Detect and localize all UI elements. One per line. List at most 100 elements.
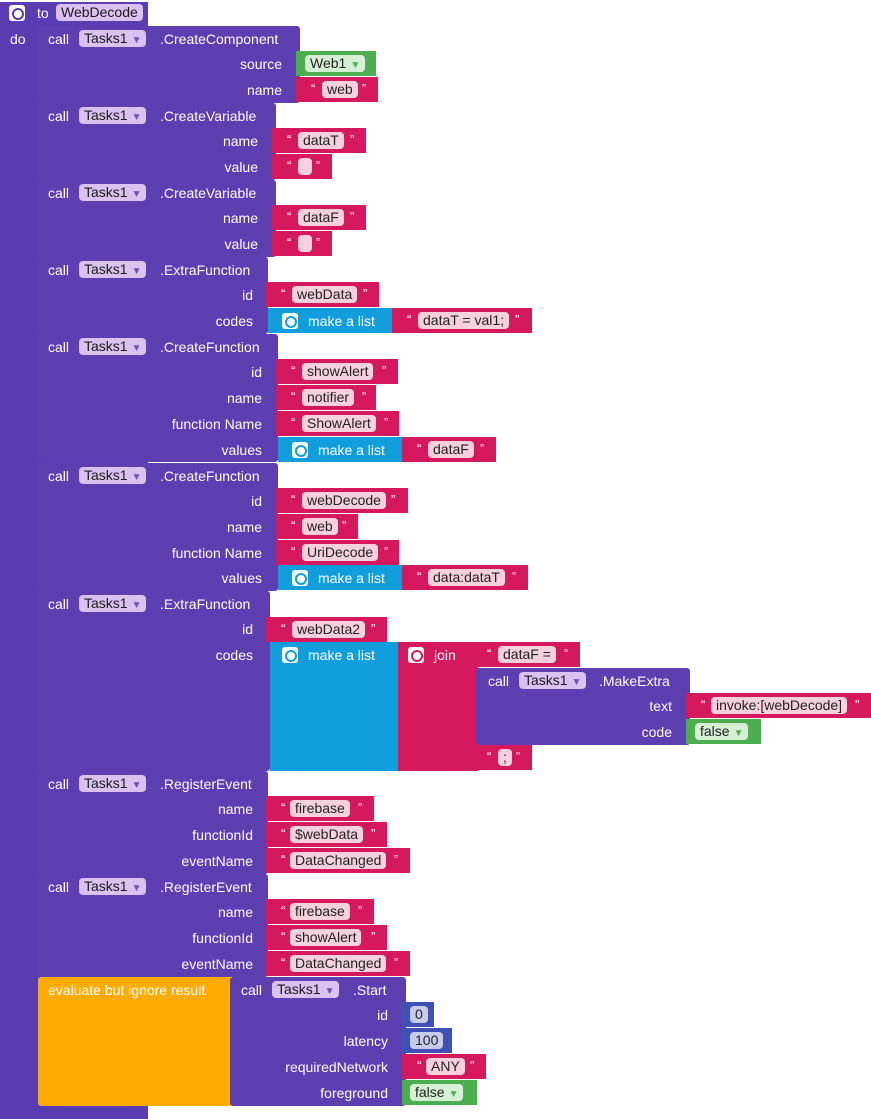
open-quote: “: [287, 209, 292, 224]
join-gear-icon[interactable]: [408, 647, 424, 663]
string-value[interactable]: showAlert: [290, 929, 362, 946]
string-value[interactable]: ANY: [426, 1058, 465, 1075]
call-create-function-block[interactable]: [38, 334, 278, 462]
code-label: code: [641, 724, 672, 740]
string-value[interactable]: dataF =: [498, 646, 556, 663]
open-quote: “: [417, 441, 422, 456]
string-value-empty[interactable]: [298, 235, 312, 252]
close-quote: ”: [316, 158, 321, 173]
call-label: call: [48, 879, 70, 895]
string-value[interactable]: DataChanged: [290, 955, 387, 972]
string-value[interactable]: firebase: [290, 800, 350, 817]
number-value[interactable]: 100: [410, 1032, 444, 1049]
boolean-dropdown[interactable]: false ▼: [695, 723, 749, 740]
string-value[interactable]: dataF: [298, 209, 344, 226]
string-value[interactable]: dataT = val1;: [418, 312, 510, 329]
component-dropdown[interactable]: Tasks1 ▼: [272, 981, 340, 998]
string-value[interactable]: $webData: [290, 826, 364, 843]
close-quote: ”: [480, 441, 485, 456]
call-create-variable-block[interactable]: [38, 180, 276, 257]
component-dropdown[interactable]: Tasks1 ▼: [79, 595, 147, 612]
string-value[interactable]: web: [302, 518, 338, 535]
join-block[interactable]: [398, 642, 478, 771]
call-create-variable-block[interactable]: [38, 103, 276, 180]
close-quote: ”: [342, 518, 347, 533]
dropdown-arrow-icon: ▼: [131, 343, 142, 354]
call-extra-function-block[interactable]: [38, 257, 268, 334]
name-label: name: [217, 904, 253, 920]
open-quote: “: [281, 955, 286, 970]
string-value[interactable]: UriDecode: [302, 544, 379, 561]
id-label: id: [251, 364, 262, 380]
string-value[interactable]: dataF: [428, 441, 474, 458]
boolean-dropdown[interactable]: false ▼: [410, 1084, 464, 1101]
method-label: .CreateVariable: [160, 108, 257, 124]
close-quote: ”: [394, 852, 399, 867]
call-create-function-block[interactable]: [38, 463, 278, 591]
close-quote: ”: [516, 749, 521, 764]
call-label: call: [48, 185, 70, 201]
evaluate-label: evaluate but ignore result: [48, 982, 206, 998]
component-dropdown[interactable]: Tasks1 ▼: [79, 878, 147, 895]
call-register-event-block[interactable]: [38, 771, 268, 874]
close-quote: ”: [316, 235, 321, 250]
string-value[interactable]: notifier: [302, 389, 355, 406]
string-value[interactable]: DataChanged: [290, 852, 387, 869]
call-extra-function-block[interactable]: [38, 591, 270, 771]
component-dropdown[interactable]: Tasks1 ▼: [79, 775, 147, 792]
open-quote: “: [287, 158, 292, 173]
source-label: source: [239, 56, 282, 72]
string-value[interactable]: data:dataT: [428, 569, 505, 586]
string-value[interactable]: ;: [498, 749, 512, 766]
close-quote: ”: [350, 132, 355, 147]
open-quote: “: [281, 826, 286, 841]
string-value[interactable]: dataT: [298, 132, 344, 149]
component-dropdown[interactable]: Tasks1 ▼: [79, 338, 147, 355]
component-dropdown[interactable]: Tasks1 ▼: [79, 30, 147, 47]
string-value[interactable]: webData2: [292, 621, 366, 638]
string-value[interactable]: invoke:[webDecode]: [711, 697, 848, 714]
open-quote: “: [291, 518, 296, 533]
component-dropdown[interactable]: Tasks1 ▼: [79, 467, 147, 484]
value-label: value: [224, 236, 258, 252]
call-label: call: [48, 339, 70, 355]
component-value-dropdown[interactable]: Web1 ▼: [305, 55, 366, 72]
close-quote: ”: [358, 800, 363, 815]
open-quote: “: [311, 81, 316, 96]
list-gear-icon[interactable]: [282, 313, 298, 329]
required-network-label: requiredNetwork: [285, 1059, 388, 1075]
list-gear-icon[interactable]: [292, 570, 308, 586]
list-gear-icon[interactable]: [292, 442, 308, 458]
make-a-list-block[interactable]: [270, 642, 398, 771]
dropdown-arrow-icon: ▼: [131, 189, 142, 200]
component-name: Tasks1: [84, 775, 128, 791]
component-dropdown[interactable]: Tasks1 ▼: [79, 261, 147, 278]
call-start-block[interactable]: [230, 977, 406, 1106]
string-value[interactable]: web: [322, 81, 358, 98]
make-a-list-label: make a list: [318, 442, 385, 458]
evaluate-ignore-block[interactable]: [38, 977, 232, 1106]
string-value[interactable]: webDecode: [302, 492, 386, 509]
call-label: call: [48, 108, 70, 124]
procedure-gear-icon[interactable]: [9, 5, 25, 21]
string-value-empty[interactable]: [298, 158, 312, 175]
string-value[interactable]: ShowAlert: [302, 415, 376, 432]
call-register-event-block[interactable]: [38, 874, 268, 977]
dropdown-arrow-icon: ▼: [448, 1089, 459, 1100]
component-dropdown[interactable]: Tasks1 ▼: [519, 672, 587, 689]
name-label: name: [246, 82, 282, 98]
dropdown-arrow-icon: ▼: [571, 677, 582, 688]
component-dropdown[interactable]: Tasks1 ▼: [79, 184, 147, 201]
component-dropdown[interactable]: Tasks1 ▼: [79, 107, 147, 124]
string-value[interactable]: firebase: [290, 903, 350, 920]
list-gear-icon[interactable]: [282, 647, 298, 663]
foreground-label: foreground: [320, 1085, 388, 1101]
string-value[interactable]: webData: [292, 286, 358, 303]
open-quote: “: [417, 569, 422, 584]
close-quote: ”: [515, 312, 520, 327]
number-value[interactable]: 0: [410, 1006, 428, 1023]
call-label: call: [488, 673, 510, 689]
procedure-name-field[interactable]: WebDecode: [56, 4, 143, 21]
string-value[interactable]: showAlert: [302, 363, 374, 380]
value-label: value: [224, 159, 258, 175]
